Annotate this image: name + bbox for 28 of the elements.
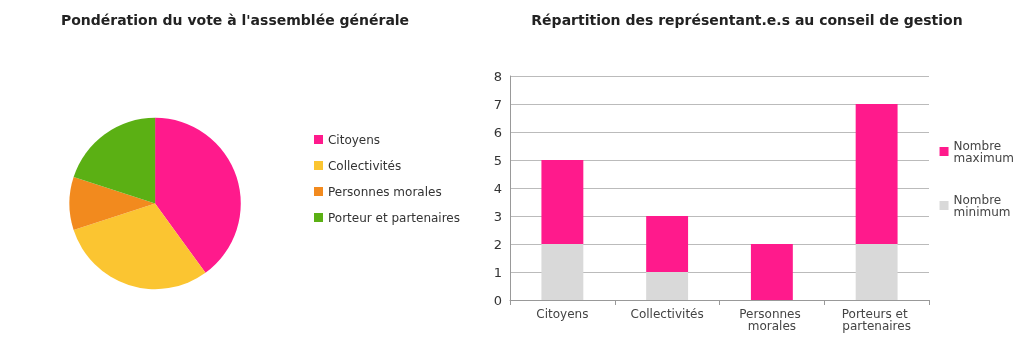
legend-label: Porteur et partenaires	[327, 210, 461, 225]
bar	[541, 160, 584, 244]
x-tick-label: Personnes morales	[739, 307, 805, 333]
bar	[646, 272, 689, 300]
chart-title: Répartition des représentant.e.s au conseil de gestion	[531, 12, 963, 28]
y-tick-label: 4	[493, 180, 502, 196]
legend-label: Personnes morales	[327, 184, 442, 199]
x-tick-label: Porteurs et partenaires	[841, 307, 912, 333]
y-tick-label: 1	[493, 264, 502, 280]
y-tick-label: 6	[493, 124, 502, 140]
bar	[750, 244, 793, 300]
y-tick-label: 8	[493, 68, 502, 84]
chart-title: Pondération du vote à l'assemblée générale	[60, 12, 410, 28]
legend-label: Collectivités	[327, 158, 402, 173]
bar	[541, 244, 584, 300]
legend-label: Nombre minimum	[953, 192, 1011, 219]
legend-label: Nombre maximum	[953, 138, 1015, 165]
y-tick-label: 7	[493, 96, 502, 112]
y-tick-label: 3	[493, 208, 502, 224]
y-tick-label: 5	[493, 152, 502, 168]
x-tick-label: Collectivités	[630, 307, 704, 321]
y-tick-label: 2	[493, 236, 502, 252]
bar	[646, 216, 689, 272]
bar	[855, 244, 898, 300]
y-tick-label: 0	[493, 292, 502, 308]
legend-label: Citoyens	[327, 132, 381, 147]
bar	[855, 104, 898, 244]
x-tick-label: Citoyens	[536, 307, 589, 321]
